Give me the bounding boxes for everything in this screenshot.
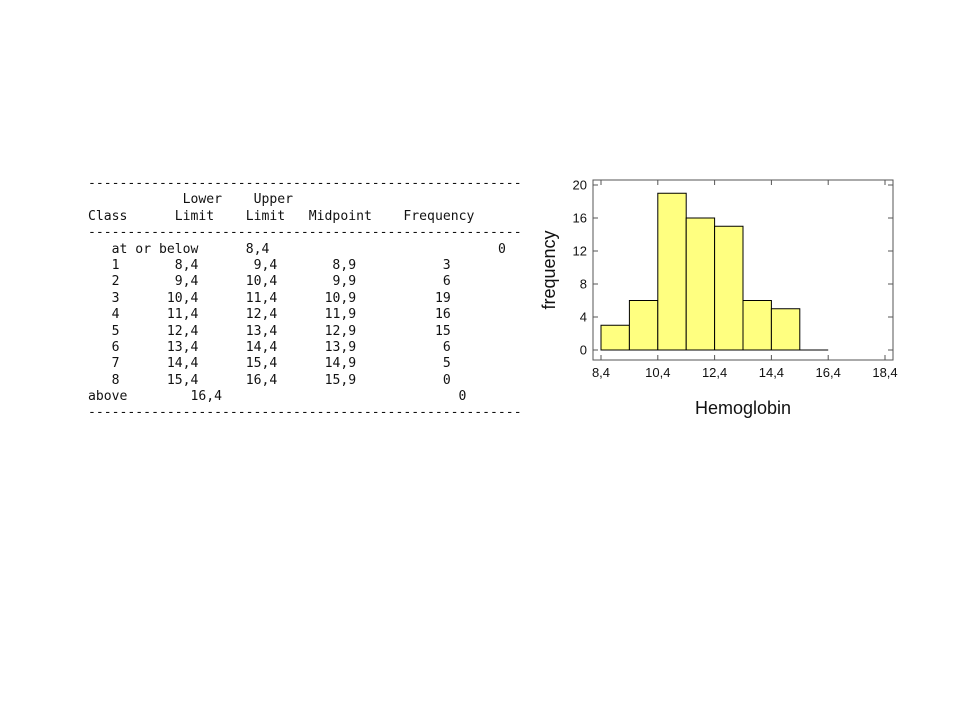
table-row-below: at or below 8,4 0 — [88, 242, 522, 258]
row-limit: 16,4 — [190, 389, 223, 405]
y-tick-label: 16 — [573, 211, 587, 226]
row-lower-limit: 15,4 — [166, 372, 199, 388]
row-class: 8 — [111, 372, 120, 388]
row-frequency: 16 — [434, 307, 451, 323]
row-lower-limit: 10,4 — [166, 290, 199, 306]
table-row: 7 14,4 15,4 14,9 5 — [88, 356, 522, 372]
row-class: 7 — [111, 356, 120, 372]
row-frequency: 19 — [434, 290, 451, 306]
table-row: 5 12,4 13,4 12,9 15 — [88, 324, 522, 340]
row-class: 1 — [111, 257, 120, 273]
y-tick-label: 20 — [573, 178, 587, 193]
row-class: 2 — [111, 274, 120, 290]
row-frequency: 6 — [442, 274, 451, 290]
row-upper-limit: 10,4 — [245, 274, 278, 290]
row-midpoint: 13,9 — [324, 339, 357, 355]
table-rule-mid: ----------------------------------------… — [88, 225, 522, 241]
row-limit: 8,4 — [245, 241, 270, 257]
row-midpoint: 12,9 — [324, 323, 357, 339]
histogram-bar — [770, 308, 801, 351]
y-tick-label: 8 — [580, 277, 587, 292]
row-midpoint: 8,9 — [332, 257, 357, 273]
table-rule-bottom: ----------------------------------------… — [88, 405, 522, 421]
table-row-above: above 16,4 0 — [88, 389, 522, 405]
row-upper-limit: 14,4 — [245, 339, 278, 355]
x-tick-label: 16,4 — [816, 365, 841, 380]
y-axis-label: frequency — [539, 230, 559, 309]
histogram-bar — [714, 225, 744, 351]
row-frequency: 6 — [442, 339, 451, 355]
row-upper-limit: 13,4 — [245, 323, 278, 339]
row-class: 6 — [111, 339, 120, 355]
header-cell: Limit — [245, 208, 286, 224]
x-tick-label: 14,4 — [759, 365, 784, 380]
row-label: above — [88, 389, 128, 405]
y-axis-ticks: 0 4 8 12 16 20 — [573, 178, 893, 358]
row-upper-limit: 15,4 — [245, 356, 278, 372]
y-tick-label: 4 — [580, 310, 587, 325]
histogram-bar — [628, 300, 659, 351]
table-row: 2 9,4 10,4 9,9 6 — [88, 274, 522, 290]
x-tick-label: 8,4 — [592, 365, 610, 380]
header-cell: Frequency — [403, 208, 475, 224]
table-header-row1: Lower Upper — [88, 192, 522, 208]
x-tick-label: 12,4 — [702, 365, 727, 380]
row-lower-limit: 9,4 — [174, 274, 199, 290]
table-row: 8 15,4 16,4 15,9 0 — [88, 373, 522, 389]
y-tick-label: 12 — [573, 244, 587, 259]
histogram-bar — [600, 324, 630, 351]
histogram-bar — [657, 192, 687, 351]
row-lower-limit: 13,4 — [166, 339, 199, 355]
row-frequency: 0 — [442, 372, 451, 388]
row-lower-limit: 14,4 — [166, 356, 199, 372]
histogram-bar — [685, 217, 716, 351]
y-tick-label: 0 — [580, 343, 587, 358]
header-cell: Class — [88, 208, 128, 224]
x-tick-label: 10,4 — [645, 365, 670, 380]
row-label: at or below — [111, 241, 199, 257]
table-rule-text: ----------------------------------------… — [88, 176, 522, 191]
table-rule-top: ----------------------------------------… — [88, 176, 522, 192]
row-upper-limit: 9,4 — [253, 257, 278, 273]
row-frequency: 15 — [434, 323, 451, 339]
bars-group — [600, 192, 829, 351]
row-midpoint: 10,9 — [324, 290, 357, 306]
row-frequency: 0 — [458, 389, 467, 405]
row-class: 5 — [111, 323, 120, 339]
x-tick-label: 18,4 — [872, 365, 897, 380]
table-row: 6 13,4 14,4 13,9 6 — [88, 340, 522, 356]
row-midpoint: 9,9 — [332, 274, 357, 290]
table-row: 4 11,4 12,4 11,9 16 — [88, 307, 522, 323]
x-axis-ticks: 8,4 10,4 12,4 14,4 16,4 18,4 — [592, 180, 898, 380]
row-class: 3 — [111, 290, 120, 306]
row-lower-limit: 12,4 — [166, 323, 199, 339]
header-cell: Midpoint — [308, 208, 372, 224]
histogram-chart: 8,4 10,4 12,4 14,4 16,4 18,4 0 4 8 12 16 20 Hemogl… — [539, 178, 898, 419]
header-cell: Limit — [174, 208, 215, 224]
x-axis-label: Hemoglobin — [695, 398, 791, 418]
row-upper-limit: 11,4 — [245, 290, 278, 306]
table-row: 1 8,4 9,4 8,9 3 — [88, 258, 522, 274]
row-midpoint: 15,9 — [324, 372, 357, 388]
table-rule-text: ----------------------------------------… — [88, 405, 522, 421]
frequency-table: ----------------------------------------… — [88, 176, 522, 422]
row-class: 4 — [111, 307, 120, 323]
row-frequency: 3 — [442, 257, 451, 273]
row-lower-limit: 11,4 — [166, 307, 199, 323]
row-midpoint: 11,9 — [324, 307, 357, 323]
table-rule-text: ----------------------------------------… — [88, 225, 522, 241]
histogram-bar — [742, 300, 772, 351]
row-upper-limit: 12,4 — [245, 307, 278, 323]
row-upper-limit: 16,4 — [245, 372, 278, 388]
table-row: 3 10,4 11,4 10,9 19 — [88, 291, 522, 307]
header-cell: Lower — [182, 192, 223, 208]
row-frequency: 5 — [442, 356, 451, 372]
row-lower-limit: 8,4 — [174, 257, 199, 273]
row-frequency: 0 — [497, 241, 506, 257]
header-cell: Upper — [253, 192, 293, 208]
plot-frame — [592, 179, 894, 361]
table-header-row2: Class Limit Limit Midpoint Frequency — [88, 209, 522, 225]
row-midpoint: 14,9 — [324, 356, 357, 372]
